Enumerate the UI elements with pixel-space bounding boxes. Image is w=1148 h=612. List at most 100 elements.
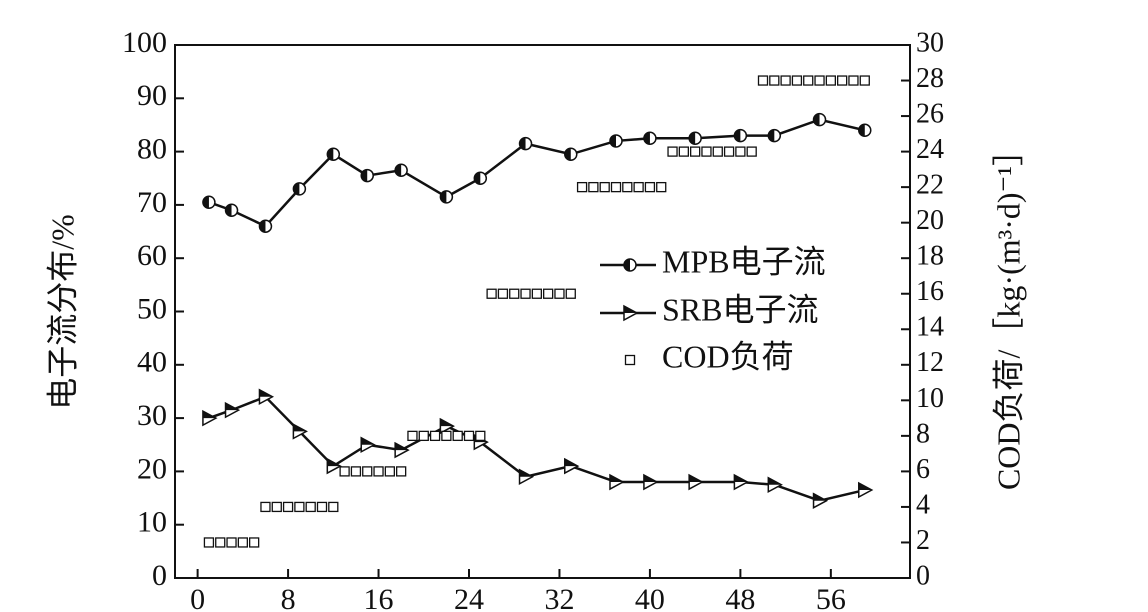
y2-tick-label: 20 — [916, 205, 944, 236]
marker-body — [260, 501, 271, 513]
y2-tick-label: 26 — [916, 98, 944, 129]
circle-marker — [360, 168, 374, 183]
marker-half — [624, 306, 637, 313]
y-tick-label: 10 — [137, 506, 167, 539]
marker-body — [712, 146, 723, 157]
marker-half — [624, 259, 630, 271]
square-marker — [203, 537, 215, 548]
square-marker — [746, 146, 757, 157]
marker-body — [622, 181, 633, 193]
square-marker — [757, 75, 769, 86]
square-marker — [441, 430, 452, 442]
marker-half — [519, 469, 533, 477]
marker-half — [395, 443, 409, 451]
marker-body — [543, 288, 554, 299]
marker-half — [293, 182, 300, 195]
square-marker — [814, 75, 825, 86]
marker-body — [791, 75, 803, 86]
marker-body — [690, 146, 701, 157]
square-marker — [497, 288, 509, 299]
triangle-marker — [688, 473, 704, 491]
square-marker — [825, 75, 836, 86]
square-marker — [531, 288, 542, 299]
square-marker — [429, 430, 441, 442]
square-marker — [622, 181, 633, 193]
series-line — [208, 118, 866, 228]
marker-half — [689, 132, 696, 145]
circle-marker — [643, 131, 657, 146]
square-marker — [633, 181, 644, 193]
y-tick-label: 40 — [137, 346, 167, 379]
square-marker — [735, 146, 746, 157]
marker-body — [463, 430, 475, 442]
marker-body — [407, 430, 418, 442]
marker-body — [373, 466, 384, 477]
marker-half — [813, 493, 827, 501]
marker-body — [249, 537, 260, 548]
legend-label: COD负荷 — [662, 338, 794, 374]
marker-body — [237, 537, 248, 548]
legend-marker — [624, 354, 636, 366]
marker-half — [361, 437, 375, 445]
circle-marker — [473, 171, 488, 185]
marker-body — [339, 466, 350, 477]
marker-half — [440, 419, 454, 427]
triangle-marker — [609, 473, 625, 491]
marker-body — [746, 146, 757, 157]
triangle-marker — [564, 457, 580, 475]
square-marker — [305, 501, 316, 513]
circle-marker — [439, 190, 454, 204]
circle-marker — [609, 134, 623, 148]
marker-body — [497, 288, 509, 299]
y2-tick-label: 16 — [916, 276, 944, 307]
y-tick-label: 80 — [137, 132, 167, 165]
marker-half — [643, 475, 657, 483]
square-marker — [237, 537, 248, 548]
marker-half — [259, 220, 266, 233]
marker-half — [813, 113, 820, 126]
y2-tick-label: 24 — [916, 134, 944, 165]
marker-half — [564, 459, 578, 467]
triangle-marker — [812, 492, 829, 509]
marker-body — [633, 181, 644, 193]
circle-marker — [733, 128, 748, 143]
marker-body — [486, 288, 497, 299]
marker-half — [202, 411, 216, 419]
marker-half — [610, 134, 616, 147]
square-marker — [576, 181, 588, 193]
marker-half — [564, 148, 571, 161]
triangle-marker — [258, 388, 275, 406]
y-tick-label: 50 — [137, 292, 167, 325]
marker-body — [624, 354, 636, 366]
marker-body — [215, 537, 226, 548]
marker-half — [858, 124, 865, 137]
square-marker — [848, 75, 859, 86]
triangle-marker — [643, 473, 659, 491]
y-tick-label: 20 — [137, 452, 167, 485]
y2-tick-label: 18 — [916, 241, 944, 272]
marker-body — [757, 75, 769, 86]
marker-half — [768, 129, 775, 142]
marker-body — [282, 501, 294, 513]
square-marker — [803, 75, 814, 86]
marker-half — [474, 172, 481, 185]
circle-marker — [858, 123, 872, 138]
square-marker — [226, 537, 237, 548]
y-axis-label: 电子流分布/% — [44, 214, 80, 410]
y-tick-label: 100 — [122, 26, 167, 59]
marker-half — [395, 164, 402, 177]
marker-body — [294, 501, 305, 513]
marker-body — [509, 288, 520, 299]
triangle-marker — [518, 468, 535, 485]
marker-half — [225, 403, 239, 411]
square-marker — [656, 181, 667, 193]
marker-half — [734, 129, 741, 142]
square-marker — [520, 288, 531, 299]
marker-half — [440, 190, 447, 203]
square-marker — [565, 288, 576, 299]
marker-body — [475, 430, 486, 442]
square-marker — [316, 501, 328, 513]
square-marker — [859, 75, 870, 86]
marker-body — [396, 466, 407, 477]
marker-half — [259, 389, 273, 397]
